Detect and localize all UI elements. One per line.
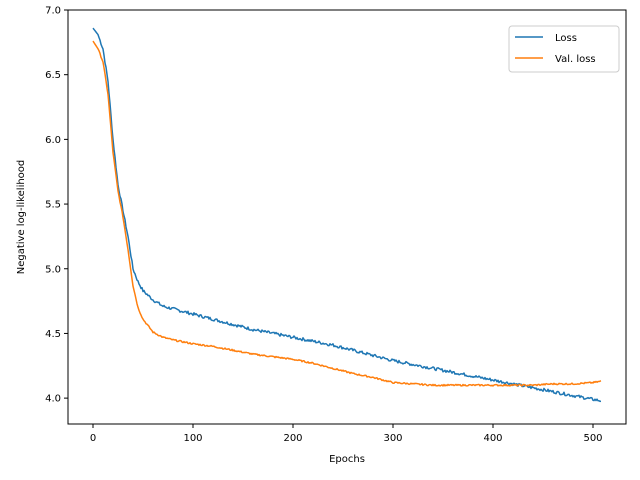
series-line-loss xyxy=(92,27,602,403)
legend: Loss Val. loss xyxy=(508,25,620,73)
y-tick-label: 6.5 xyxy=(45,70,61,81)
x-axis-label: Epochs xyxy=(329,454,365,465)
y-tick-label: 5.5 xyxy=(45,200,61,211)
plot-lines xyxy=(92,27,602,403)
y-tick-label: 5.0 xyxy=(45,264,61,275)
x-axis: 0 100 200 300 400 500 xyxy=(90,424,603,444)
x-tick-label: 500 xyxy=(583,433,602,444)
y-tick-label: 4.0 xyxy=(45,394,61,405)
plot-frame xyxy=(67,9,627,425)
y-tick-label: 7.0 xyxy=(45,6,61,17)
y-tick-label: 4.5 xyxy=(45,329,61,340)
y-tick-label: 6.0 xyxy=(45,135,61,146)
legend-label: Loss xyxy=(555,33,577,44)
y-axis: 4.0 4.5 5.0 5.5 6.0 6.5 7.0 xyxy=(45,6,68,405)
series-line-val-loss xyxy=(92,40,602,387)
x-tick-label: 100 xyxy=(183,433,202,444)
x-tick-label: 400 xyxy=(483,433,502,444)
y-axis-label: Negative log-likelihood xyxy=(16,160,27,275)
x-tick-label: 300 xyxy=(383,433,402,444)
x-tick-label: 0 xyxy=(90,433,96,444)
legend-label: Val. loss xyxy=(555,54,596,65)
x-tick-label: 200 xyxy=(283,433,302,444)
